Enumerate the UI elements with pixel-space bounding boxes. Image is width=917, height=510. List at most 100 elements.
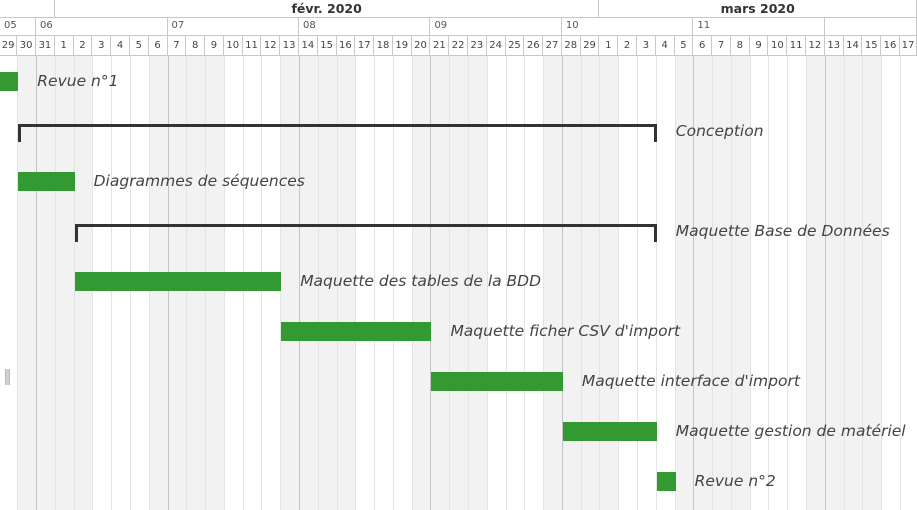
task-bar[interactable] <box>431 372 563 391</box>
splitter-handle[interactable] <box>5 369 10 385</box>
grid-line <box>749 56 751 510</box>
day-header: 4 <box>655 36 675 56</box>
day-header: 9 <box>205 36 224 56</box>
day-header: 16 <box>336 36 356 56</box>
day-header: 29 <box>580 36 600 56</box>
grid-line <box>655 56 657 510</box>
day-header: 4 <box>111 36 130 56</box>
weekend-column <box>468 56 487 510</box>
day-header: 8 <box>730 36 750 56</box>
grid-line <box>712 56 714 510</box>
day-header: 2 <box>73 36 93 56</box>
day-header: 25 <box>505 36 525 56</box>
month-header: févr. 2020 <box>54 0 600 18</box>
task-bar[interactable] <box>18 172 75 191</box>
grid-line <box>862 56 864 510</box>
day-header: 27 <box>543 36 562 56</box>
milestone-bar[interactable] <box>656 472 676 491</box>
task-label: Maquette gestion de matériel <box>675 422 906 440</box>
grid-line <box>298 56 300 510</box>
grid-line <box>374 56 376 510</box>
grid-line <box>430 56 432 510</box>
grid-line <box>468 56 469 510</box>
week-header: 07 <box>167 18 299 36</box>
day-header: 5 <box>674 36 694 56</box>
task-label: Maquette ficher CSV d'import <box>450 322 681 340</box>
weekend-column <box>36 56 55 510</box>
grid-line <box>411 56 413 510</box>
grid-line <box>768 56 770 510</box>
day-header: 11 <box>242 36 262 56</box>
task-label: Conception <box>675 122 764 140</box>
weekend-column <box>317 56 337 510</box>
week-header: 06 <box>36 18 168 36</box>
grid-line <box>693 56 695 510</box>
weekend-column <box>862 56 882 510</box>
task-label: Maquette interface d'import <box>581 372 800 390</box>
day-header: 3 <box>92 36 112 56</box>
day-header: 9 <box>749 36 769 56</box>
day-header: 12 <box>806 36 825 56</box>
summary-bar[interactable] <box>18 124 657 142</box>
day-header: 11 <box>787 36 807 56</box>
grid-line <box>561 56 563 510</box>
grid-line <box>54 56 56 510</box>
day-header: 2 <box>618 36 637 56</box>
grid-line <box>674 56 676 510</box>
month-header: mars 2020 <box>599 0 917 18</box>
day-header: 28 <box>561 36 581 56</box>
day-header: 18 <box>374 36 393 56</box>
grid-line <box>881 56 883 510</box>
day-header: 15 <box>862 36 882 56</box>
day-header: 1 <box>599 36 619 56</box>
grid-line <box>580 56 582 510</box>
weekend-column <box>674 56 694 510</box>
weekend-column <box>824 56 844 510</box>
week-header: 10 <box>561 18 694 36</box>
grid-line <box>449 56 451 510</box>
gantt-body: Revue n°1 Conception Diagrammes de séquenc… <box>0 56 917 510</box>
grid-line <box>336 56 338 510</box>
grid-line <box>524 56 526 510</box>
grid-line <box>355 56 357 510</box>
day-header: 1 <box>54 36 74 56</box>
task-label: Maquette des tables de la BDD <box>300 272 542 290</box>
day-header: 22 <box>449 36 468 56</box>
day-header: 12 <box>261 36 281 56</box>
day-header: 21 <box>430 36 450 56</box>
weekend-column <box>843 56 863 510</box>
weekend-column <box>806 56 825 510</box>
week-header: 05 <box>0 18 37 36</box>
day-header: 10 <box>223 36 243 56</box>
milestone-bar[interactable] <box>0 72 19 91</box>
grid-line <box>36 56 38 510</box>
day-header: 20 <box>411 36 431 56</box>
grid-line <box>543 56 545 510</box>
weekend-column <box>712 56 731 510</box>
week-header: 09 <box>430 18 562 36</box>
day-header: 15 <box>317 36 337 56</box>
weekend-column <box>430 56 450 510</box>
task-bar[interactable] <box>74 272 282 291</box>
day-header: 19 <box>392 36 412 56</box>
day-header: 14 <box>298 36 318 56</box>
grid-line <box>599 56 601 510</box>
day-header: 6 <box>148 36 168 56</box>
grid-line <box>730 56 732 510</box>
summary-bar[interactable] <box>74 224 657 242</box>
task-bar[interactable] <box>281 322 432 341</box>
task-bar[interactable] <box>562 422 657 441</box>
day-header: 24 <box>486 36 506 56</box>
day-header: 10 <box>768 36 788 56</box>
grid-line <box>637 56 639 510</box>
weekend-column <box>336 56 356 510</box>
weekend-column <box>54 56 74 510</box>
weekend-column <box>580 56 600 510</box>
weekend-column <box>449 56 468 510</box>
day-header: 30 <box>17 36 37 56</box>
grid-line <box>392 56 394 510</box>
day-header: 7 <box>712 36 731 56</box>
grid-line <box>899 56 901 510</box>
weekend-column <box>298 56 318 510</box>
grid-line <box>618 56 620 510</box>
